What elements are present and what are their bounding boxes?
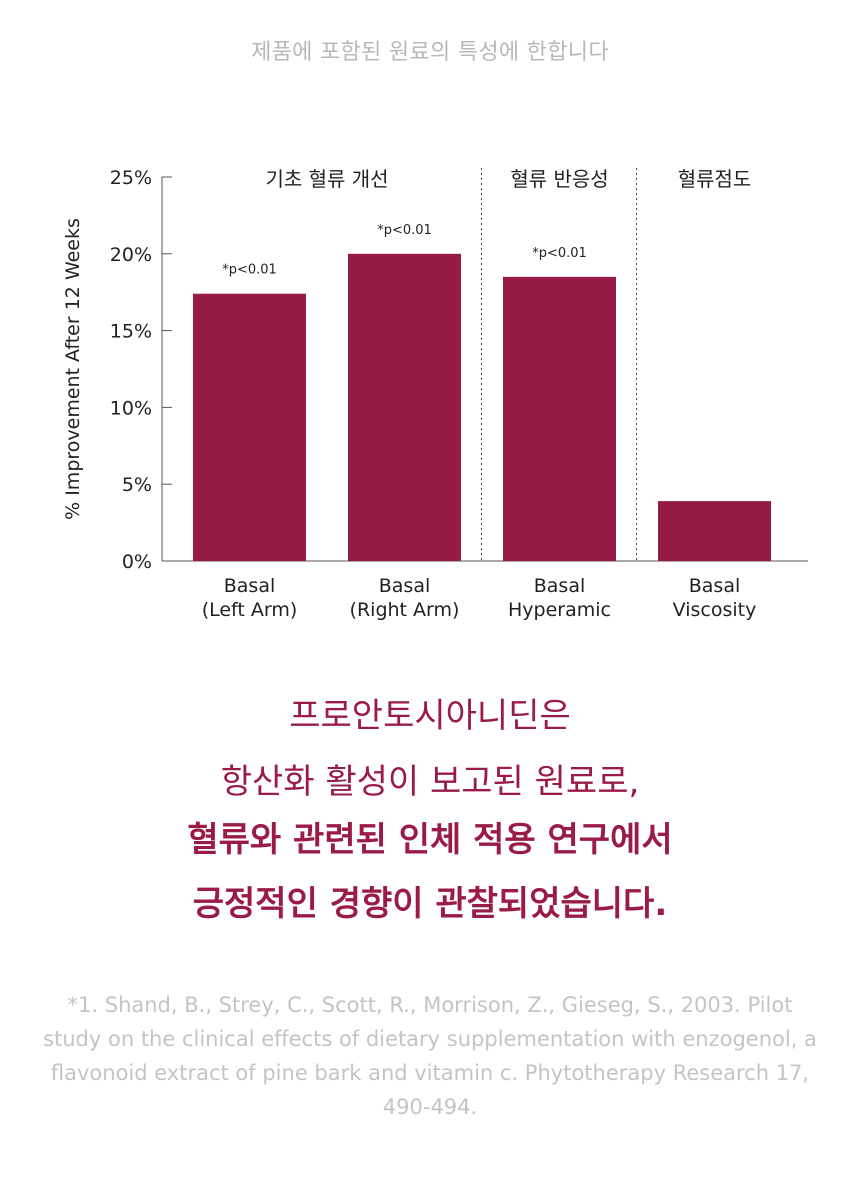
bar [348, 253, 461, 562]
significance-label: *p<0.01 [377, 223, 432, 238]
category-label: Basal [379, 575, 431, 597]
study-reference: *1. Shand, B., Strey, C., Scott, R., Mor… [43, 993, 817, 1119]
group-label: 기초 혈류 개선 [265, 167, 388, 191]
bar [658, 501, 771, 561]
headline-line-1: 프로안토시아니딘은 [289, 696, 571, 736]
y-tick-label: 15% [110, 321, 152, 343]
significance-label: *p<0.01 [532, 246, 587, 261]
bar [503, 276, 616, 561]
category-label: (Left Arm) [202, 599, 298, 621]
significance-label: *p<0.01 [222, 263, 277, 278]
category-label: Basal [689, 575, 741, 597]
y-tick-label: 25% [110, 167, 152, 189]
headline-line-4: 긍정적인 경향이 관찰되었습니다. [192, 884, 668, 924]
y-tick-label: 20% [110, 244, 152, 266]
headline-line-3: 혈류와 관련된 인체 적용 연구에서 [187, 820, 673, 860]
headline-line-2: 항산화 활성이 보고된 원료로, [220, 762, 640, 802]
category-label: Basal [534, 575, 586, 597]
improvement-bar-chart: 0% 5% 10% 15% 20% 25% % Improvement After 12 W… [62, 167, 808, 621]
y-axis-title: % Improvement After 12 Weeks [62, 218, 84, 520]
y-tick-label: 5% [122, 474, 152, 496]
group-label: 혈류 반응성 [510, 167, 608, 191]
product-note: 제품에 포함된 원료의 특성에 한합니다 [251, 40, 609, 65]
bar [193, 293, 306, 561]
category-label: Hyperamic [508, 599, 611, 621]
y-tick-label: 10% [110, 397, 152, 419]
group-label: 혈류점도 [678, 167, 752, 191]
category-label: (Right Arm) [350, 599, 460, 621]
category-label: Viscosity [673, 599, 757, 621]
category-label: Basal [224, 575, 276, 597]
y-tick-label: 0% [122, 551, 152, 573]
